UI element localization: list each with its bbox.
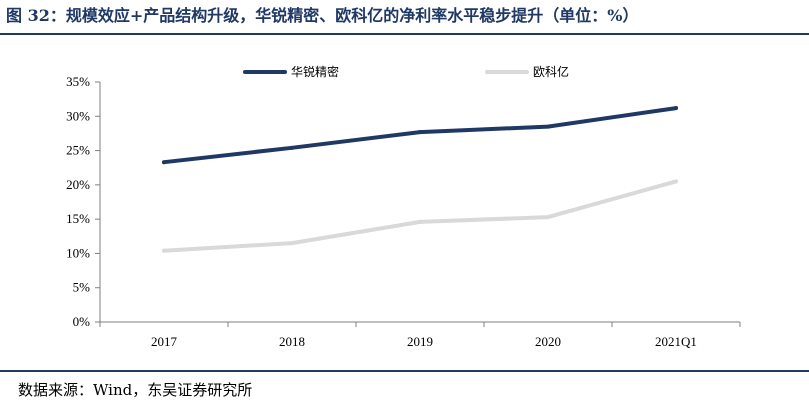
y-tick-label: 0% <box>73 314 91 329</box>
series-lines <box>162 106 678 253</box>
y-tick-label: 10% <box>66 245 90 260</box>
data-point-1-2018 <box>290 145 294 150</box>
legend-label-1: 华锐精密 <box>291 64 339 79</box>
y-tick-label: 25% <box>66 143 90 158</box>
data-point-2-2019 <box>418 219 422 224</box>
series-line-1 <box>162 106 678 165</box>
data-point-2-2018 <box>290 241 294 246</box>
data-point-1-2019 <box>418 130 422 135</box>
x-tick-label: 2018 <box>279 334 305 349</box>
legend: 华锐精密 欧科亿 <box>243 64 569 79</box>
source-divider <box>0 370 809 372</box>
y-axis: 0% 5% 10% 15% 20% 25% 30% 35% <box>66 74 101 329</box>
figure-title: 图 32：规模效应+产品结构升级，华锐精密、欧科亿的净利率水平稳步提升（单位：%… <box>6 6 639 25</box>
data-point-2-2017 <box>162 248 166 253</box>
y-tick-label: 30% <box>66 108 90 123</box>
line-chart: 0%5%10%15%20%25%30%35% 2017 2018 2019 2020 2… <box>66 64 741 349</box>
data-point-2-2021q1 <box>674 179 678 184</box>
data-point-1-2017 <box>162 160 166 165</box>
data-point-1-2020 <box>546 124 550 129</box>
x-tick-label: 2021Q1 <box>655 334 697 349</box>
source-note: 数据来源：Wind，东吴证券研究所 <box>18 381 253 399</box>
legend-label-2: 欧科亿 <box>533 64 569 79</box>
y-tick-label: 35% <box>66 74 90 89</box>
x-tick-label: 2019 <box>407 334 433 349</box>
title-divider <box>0 33 809 35</box>
x-tick-label: 2020 <box>535 334 561 349</box>
x-tick-label: 2017 <box>151 334 178 349</box>
series-line-2 <box>162 179 678 253</box>
y-tick-label: 15% <box>66 211 90 226</box>
data-point-1-2021q1 <box>674 106 678 111</box>
y-tick-label: 20% <box>66 177 90 192</box>
x-axis: 2017 2018 2019 2020 2021Q1 <box>99 321 741 349</box>
y-tick-label: 5% <box>73 280 91 295</box>
data-point-2-2020 <box>546 215 550 220</box>
